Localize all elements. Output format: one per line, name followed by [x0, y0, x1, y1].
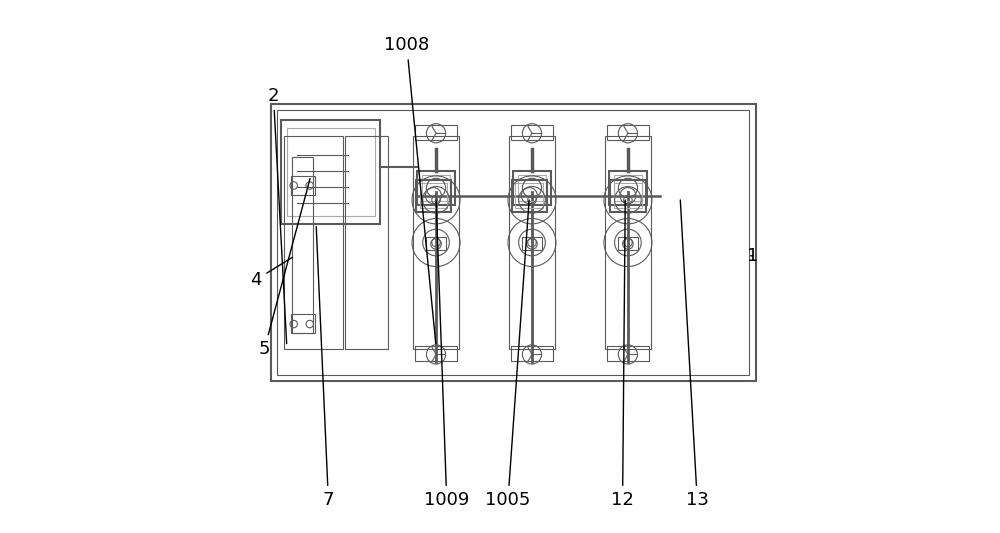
Bar	[515, 183, 543, 208]
Bar	[609, 171, 647, 205]
Bar	[271, 104, 756, 381]
Bar	[511, 125, 553, 140]
Bar	[277, 110, 749, 375]
Bar	[518, 175, 546, 201]
Text: 12: 12	[611, 200, 634, 509]
Text: 2: 2	[268, 87, 287, 344]
Bar	[417, 171, 455, 205]
Bar	[512, 180, 547, 212]
Text: 1: 1	[747, 247, 759, 265]
Bar	[291, 176, 315, 195]
Bar	[345, 136, 388, 349]
Bar	[415, 346, 457, 361]
Bar	[413, 136, 459, 349]
Bar	[511, 346, 553, 361]
Bar	[607, 125, 649, 140]
Bar	[287, 128, 375, 216]
Bar	[426, 238, 446, 251]
Bar	[607, 346, 649, 361]
Bar	[415, 125, 457, 140]
Bar	[605, 136, 651, 349]
Text: 1005: 1005	[485, 200, 531, 509]
Bar	[292, 157, 313, 333]
Bar	[614, 175, 642, 201]
Bar	[614, 183, 642, 208]
Bar	[422, 175, 450, 201]
Bar	[522, 238, 542, 251]
Bar	[284, 136, 343, 349]
Text: 1008: 1008	[384, 36, 436, 344]
Bar	[291, 314, 315, 333]
Bar	[509, 136, 555, 349]
Bar	[281, 120, 380, 224]
Bar	[610, 180, 646, 212]
Text: 1009: 1009	[424, 200, 469, 509]
Bar	[618, 238, 638, 251]
Bar	[416, 180, 451, 212]
Text: 4: 4	[250, 257, 292, 289]
Bar	[420, 183, 447, 208]
Text: 13: 13	[680, 200, 709, 509]
Bar	[513, 171, 551, 205]
Text: 5: 5	[259, 179, 310, 358]
Text: 7: 7	[316, 227, 334, 509]
